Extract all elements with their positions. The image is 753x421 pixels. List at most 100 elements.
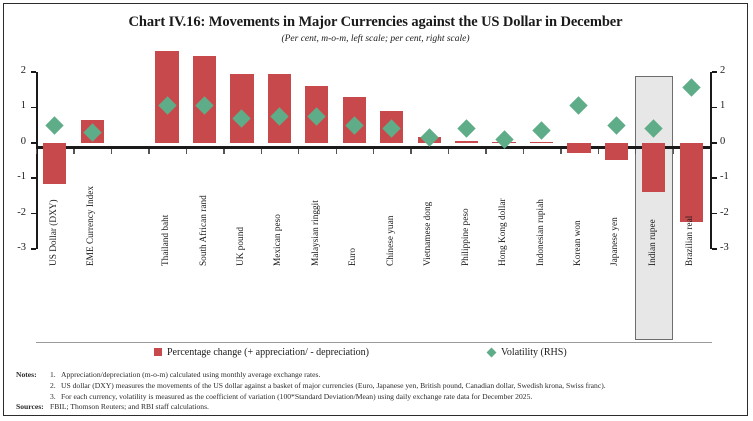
note-number: 2. bbox=[50, 380, 56, 390]
x-axis-category-label: Indian rupee bbox=[647, 219, 658, 266]
note-row: 3. For each currency, volatility is meas… bbox=[16, 392, 742, 403]
x-axis-category-label: Thailand baht bbox=[161, 214, 172, 266]
chart-notes: Notes: 1. Appreciation/depreciation (m-o… bbox=[16, 370, 742, 413]
y-tick-right bbox=[712, 71, 717, 73]
x-axis-category-label: South African rand bbox=[198, 195, 209, 266]
x-tick bbox=[522, 149, 525, 154]
sources-text: FBIL; Thomson Reuters; and RBI staff cal… bbox=[50, 402, 209, 412]
x-tick bbox=[36, 149, 38, 154]
y-tick-left bbox=[31, 71, 36, 73]
y-axis-right bbox=[710, 72, 713, 249]
y-tick-right bbox=[712, 142, 717, 144]
chart-legend: Percentage change (+ appreciation/ - dep… bbox=[36, 342, 712, 361]
volatility-marker bbox=[45, 115, 64, 135]
note-row: Notes: 1. Appreciation/depreciation (m-o… bbox=[16, 370, 742, 381]
y-tick-label-right: -3 bbox=[720, 242, 729, 253]
x-tick bbox=[410, 149, 412, 154]
x-tick bbox=[373, 149, 375, 154]
y-tick-right bbox=[712, 106, 717, 109]
x-tick bbox=[73, 149, 75, 154]
x-axis-category-label: Hong Kong dollar bbox=[498, 198, 509, 266]
legend-swatch-square-icon bbox=[154, 348, 162, 356]
x-tick bbox=[560, 149, 562, 154]
y-tick-right bbox=[712, 212, 717, 215]
x-tick bbox=[260, 149, 262, 154]
bar bbox=[567, 142, 591, 154]
y-tick-left bbox=[31, 106, 36, 109]
legend-label-percentage-change: Percentage change (+ appreciation/ - dep… bbox=[167, 347, 369, 358]
y-tick-right bbox=[712, 248, 717, 250]
note-number: 1. bbox=[50, 370, 56, 379]
bar bbox=[43, 142, 67, 184]
y-tick-label-left: 1 bbox=[20, 100, 26, 112]
volatility-marker bbox=[569, 96, 589, 115]
y-tick-label-left: 2 bbox=[20, 65, 26, 76]
note-text: US dollar (DXY) measures the movements o… bbox=[61, 380, 606, 390]
bar bbox=[604, 142, 628, 161]
x-axis-category-label: Vietnamese dong bbox=[423, 201, 434, 266]
chart-subtitle: (Per cent, m-o-m, left scale; per cent, … bbox=[281, 34, 470, 44]
bar bbox=[230, 73, 254, 143]
x-axis-category-label: Mexican peso bbox=[273, 214, 284, 266]
y-tick-label-left: -1 bbox=[17, 171, 26, 183]
x-axis-category-label: Japanese yen bbox=[610, 217, 621, 266]
x-tick bbox=[635, 149, 637, 154]
y-tick-left bbox=[31, 142, 36, 144]
x-tick bbox=[597, 149, 599, 154]
chart-title: Chart IV.16: Movements in Major Currenci… bbox=[128, 14, 623, 30]
legend-label-volatility: Volatility (RHS) bbox=[501, 347, 567, 358]
sources-row: Sources: FBIL; Thomson Reuters; and RBI … bbox=[16, 402, 742, 413]
y-tick-label-right: 0 bbox=[720, 135, 726, 147]
highlight-band bbox=[635, 76, 673, 340]
sources-label: Sources: bbox=[16, 402, 44, 412]
note-number: 3. bbox=[50, 391, 56, 401]
x-tick bbox=[110, 149, 113, 154]
volatility-marker bbox=[419, 128, 439, 147]
bar bbox=[642, 142, 666, 193]
note-text: Appreciation/depreciation (m-o-m) calcul… bbox=[61, 370, 321, 379]
x-axis-category-label: Brazilian real bbox=[685, 215, 696, 266]
x-axis-category-label: UK pound bbox=[235, 227, 246, 266]
x-axis-category-label: EME Currency Index bbox=[86, 185, 97, 266]
zero-baseline bbox=[36, 146, 712, 149]
note-text: For each currency, volatility is measure… bbox=[61, 391, 533, 401]
volatility-marker bbox=[682, 78, 701, 98]
x-axis-category-label: Indonesian rupiah bbox=[535, 199, 546, 266]
y-tick-left bbox=[31, 177, 36, 179]
chart-frame: Chart IV.16: Movements in Major Currenci… bbox=[3, 3, 748, 416]
y-tick-label-right: -1 bbox=[720, 171, 729, 183]
x-axis-category-label: US Dollar (DXY) bbox=[48, 199, 59, 266]
note-row: 2. US dollar (DXY) measures the movement… bbox=[16, 381, 742, 392]
y-tick-label-right: -2 bbox=[720, 206, 729, 218]
y-tick-left bbox=[31, 212, 36, 215]
y-tick-label-left: 0 bbox=[20, 135, 26, 147]
x-tick bbox=[298, 149, 300, 154]
bar bbox=[455, 141, 479, 143]
legend-item-percentage-change: Percentage change (+ appreciation/ - dep… bbox=[154, 347, 369, 358]
volatility-marker bbox=[607, 115, 626, 135]
y-tick-label-right: 1 bbox=[720, 100, 726, 112]
y-tick-left bbox=[31, 248, 36, 250]
x-axis-category-label: Euro bbox=[348, 247, 359, 266]
notes-label: Notes: bbox=[16, 370, 37, 379]
x-tick bbox=[672, 149, 674, 154]
volatility-marker bbox=[532, 121, 551, 140]
y-tick-right bbox=[712, 177, 717, 179]
x-tick bbox=[335, 149, 337, 154]
y-tick-label-left: -2 bbox=[17, 206, 26, 218]
bar bbox=[529, 142, 554, 144]
legend-item-volatility: Volatility (RHS) bbox=[486, 347, 567, 358]
x-axis-category-label: Malaysian ringgit bbox=[310, 200, 321, 266]
x-axis-category-label: Philippine peso bbox=[460, 208, 471, 266]
bar bbox=[679, 142, 703, 223]
volatility-marker bbox=[457, 119, 476, 138]
x-tick bbox=[447, 149, 450, 154]
y-axis-left bbox=[36, 72, 39, 249]
x-axis-category-label: Chinese yuan bbox=[385, 215, 396, 266]
x-tick bbox=[148, 149, 150, 154]
x-tick bbox=[223, 149, 225, 154]
legend-swatch-diamond-icon bbox=[486, 347, 497, 358]
x-tick bbox=[185, 149, 188, 154]
x-tick bbox=[485, 149, 487, 154]
x-axis-category-label: Korean won bbox=[572, 220, 583, 266]
